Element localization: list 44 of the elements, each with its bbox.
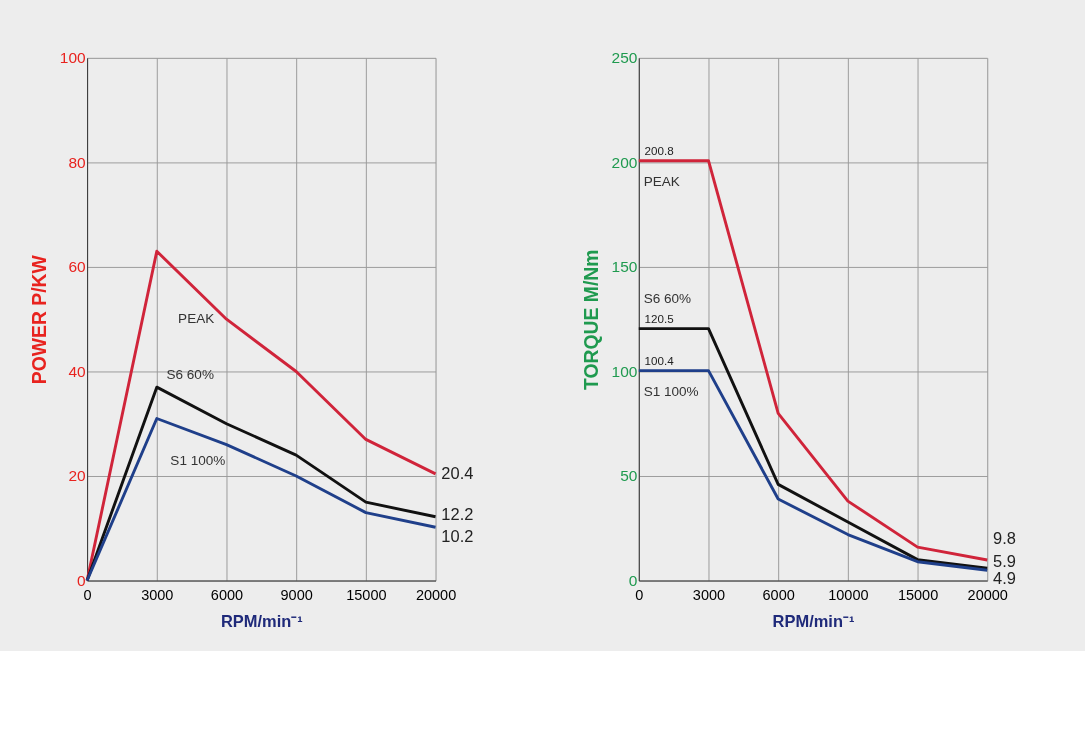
y-tick-label: 250	[611, 49, 638, 67]
data-label: 100.4	[644, 353, 675, 367]
y-tick-label: 100	[59, 49, 86, 67]
y-tick-label: 60	[68, 258, 86, 276]
data-label: 120.5	[644, 311, 674, 325]
y-tick-label: 40	[68, 362, 86, 380]
series-label: PEAK	[178, 310, 215, 326]
line-series	[637, 369, 989, 572]
data-label: 9.8	[993, 528, 1016, 547]
data-label: 12.2	[441, 504, 474, 523]
y-tick-label: 20	[68, 467, 86, 485]
series-label: PEAK	[643, 173, 680, 189]
y-axis-title: POWER P/KW	[28, 254, 51, 385]
line-series	[637, 159, 989, 562]
x-tick-label: 3000	[692, 587, 726, 604]
y-tick-label: 0	[77, 571, 86, 589]
x-tick-label: 3000	[141, 587, 174, 604]
x-axis-title: RPM/min⁻¹	[772, 612, 855, 631]
x-tick-label: 10000	[828, 587, 869, 604]
x-axis-title: RPM/min⁻¹	[220, 612, 303, 631]
line-series	[637, 327, 989, 570]
y-tick-label: 50	[620, 467, 638, 485]
x-tick-label: 6000	[762, 587, 795, 604]
x-tick-label: 15000	[346, 587, 387, 604]
x-tick-label: 9000	[280, 587, 313, 604]
x-tick-label: 20000	[967, 587, 1008, 604]
y-tick-label: 100	[611, 362, 638, 380]
x-tick-label: 6000	[210, 587, 244, 604]
data-label: 5.9	[993, 552, 1016, 571]
x-tick-label: 15000	[897, 587, 939, 604]
y-tick-label: 0	[628, 571, 638, 589]
series-label: S6 60%	[643, 291, 692, 307]
y-tick-label: 150	[611, 258, 638, 276]
y-axis-title: TORQUE M/Nm	[579, 249, 602, 390]
y-tick-label: 80	[68, 153, 86, 171]
series-label: S1 100%	[643, 383, 699, 399]
x-tick-label: 20000	[415, 587, 457, 604]
series-label: S1 100%	[170, 452, 226, 468]
y-tick-label: 200	[611, 153, 638, 171]
data-label: 200.8	[644, 143, 674, 157]
data-label: 4.9	[993, 568, 1016, 587]
data-label: 10.2	[441, 526, 474, 545]
series-label: S6 60%	[166, 367, 214, 383]
data-label: 20.4	[441, 463, 474, 482]
